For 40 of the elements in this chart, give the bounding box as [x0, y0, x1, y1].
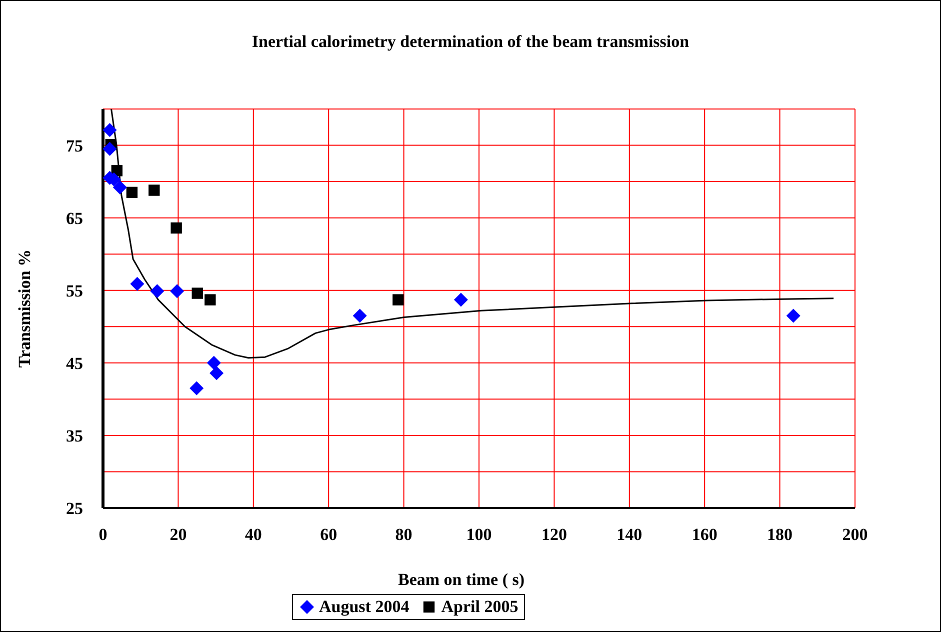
y-tick-label: 65 — [66, 208, 83, 228]
point — [126, 186, 138, 198]
point — [210, 366, 224, 380]
point — [206, 356, 221, 370]
x-tick-label: 60 — [320, 525, 338, 544]
x-axis-title: Beam on time ( s) — [398, 570, 526, 590]
x-tick-label: 40 — [244, 525, 262, 544]
x-tick-label: 80 — [395, 525, 412, 544]
point — [786, 308, 800, 323]
y-tick-label: 55 — [66, 281, 83, 300]
point — [103, 123, 117, 138]
chart-title: Inertial calorimetry determination of the beam transmission — [250, 32, 690, 52]
legend-label: August 2004 — [318, 597, 410, 617]
x-tick-label: 0 — [98, 525, 108, 544]
legend-label: April 2005 — [440, 597, 518, 617]
point — [170, 222, 182, 234]
y-tick-label: 35 — [66, 426, 83, 446]
x-tick-label: 120 — [541, 525, 567, 544]
point — [190, 381, 204, 396]
point — [150, 284, 164, 298]
point — [130, 276, 144, 291]
x-tick-label: 160 — [692, 525, 718, 544]
x-tick-label: 20 — [170, 525, 187, 544]
point — [204, 294, 216, 306]
point — [454, 292, 468, 307]
point — [352, 308, 367, 323]
point — [192, 288, 203, 299]
point — [392, 294, 404, 306]
y-tick-label: 45 — [66, 354, 83, 373]
y-tick-label: 25 — [66, 499, 83, 518]
x-tick-label: 100 — [466, 525, 492, 544]
point — [170, 284, 184, 298]
point — [112, 180, 127, 194]
y-tick-label: 75 — [66, 136, 83, 156]
x-tick-label: 200 — [842, 525, 868, 544]
point — [148, 184, 160, 196]
x-tick-label: 140 — [616, 525, 642, 544]
y-axis-title: Transmission % — [15, 249, 34, 368]
x-tick-label: 180 — [767, 525, 793, 544]
point — [103, 142, 117, 156]
